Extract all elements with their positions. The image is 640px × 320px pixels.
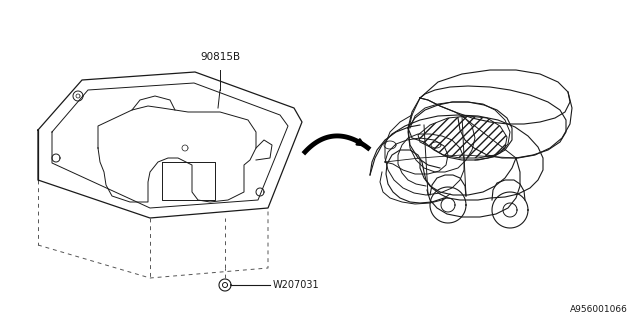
Text: 90815B: 90815B xyxy=(200,52,240,62)
Text: W207031: W207031 xyxy=(273,280,319,290)
Text: A956001066: A956001066 xyxy=(570,305,628,314)
